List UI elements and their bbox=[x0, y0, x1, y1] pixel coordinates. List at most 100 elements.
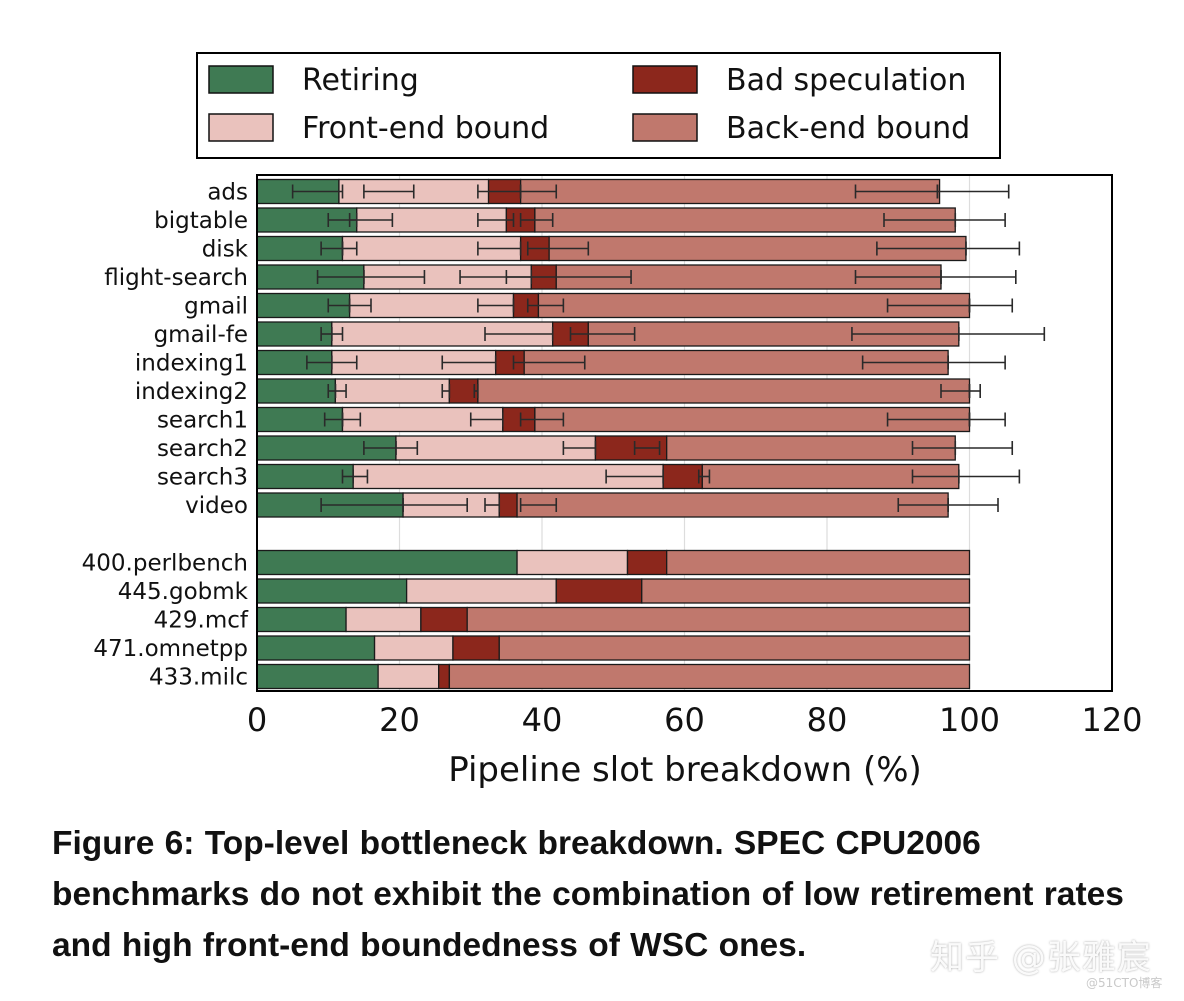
x-tick-label-80: 80 bbox=[807, 701, 848, 739]
category-label-429-mcf: 429.mcf bbox=[154, 608, 249, 634]
error-bar-search1-3 bbox=[519, 412, 565, 427]
category-label-flight-search: flight-search bbox=[104, 265, 248, 291]
error-bar-search3-5 bbox=[958, 469, 1021, 484]
category-label-400-perlbench: 400.perlbench bbox=[82, 551, 248, 577]
legend-label-bad-speculation: Bad speculation bbox=[726, 63, 966, 98]
error-bar-disk-1 bbox=[341, 241, 358, 256]
bar-400-perlbench-bad-speculation bbox=[626, 549, 668, 576]
error-bar-gmail-3 bbox=[526, 298, 565, 313]
error-bar-search3-3 bbox=[697, 469, 711, 484]
category-label-video: video bbox=[185, 493, 248, 519]
bar-429-mcf-retiring bbox=[256, 606, 347, 633]
bar-433-milc-bad-speculation bbox=[438, 663, 451, 690]
error-bar-indexing1-1 bbox=[331, 355, 358, 370]
error-bar-search2-5 bbox=[954, 441, 1014, 455]
error-bar-gmail-fe-3 bbox=[569, 327, 636, 341]
x-axis-ticks: 0 20 40 60 80 100 120 bbox=[247, 701, 1143, 739]
error-bar-search3-2 bbox=[605, 469, 664, 484]
bar-471-omnetpp-bad-speculation bbox=[452, 635, 500, 661]
error-bar-flight-search-3 bbox=[505, 270, 632, 284]
x-tick-label-100: 100 bbox=[939, 701, 1000, 739]
error-bar-video-2 bbox=[484, 498, 501, 512]
category-label-search3: search3 bbox=[157, 465, 248, 491]
error-bar-bigtable-3 bbox=[519, 213, 554, 227]
bar-search1-bad-speculation bbox=[502, 406, 536, 433]
bar-471-omnetpp-back-end-bound bbox=[498, 635, 971, 661]
bar-indexing2-back-end-bound bbox=[477, 378, 971, 404]
error-bar-disk-5 bbox=[965, 241, 1021, 256]
figure-caption: Figure 6: Top-level bottleneck breakdown… bbox=[52, 825, 1124, 964]
legend-swatch-bad-speculation bbox=[632, 65, 698, 94]
legend-swatch-retiring bbox=[208, 65, 274, 94]
error-bar-indexing1-5 bbox=[947, 355, 1006, 370]
bar-indexing2-front-end-bound bbox=[334, 378, 451, 404]
error-bar-search2-3 bbox=[633, 441, 661, 455]
error-bar-ads-5 bbox=[936, 184, 1010, 199]
error-bar-gmail-fe-2 bbox=[484, 327, 554, 341]
bar-400-perlbench-back-end-bound bbox=[666, 549, 971, 576]
error-bar-gmail-fe-5 bbox=[958, 327, 1046, 341]
category-label-bigtable: bigtable bbox=[154, 208, 248, 234]
bar-433-milc-back-end-bound bbox=[448, 663, 971, 690]
error-bar-indexing2-3 bbox=[473, 384, 479, 398]
error-bar-flight-search-1 bbox=[363, 270, 426, 284]
legend-swatch-front-end-bound bbox=[208, 113, 274, 142]
category-label-gmail-fe: gmail-fe bbox=[154, 322, 248, 348]
category-label-indexing2: indexing2 bbox=[135, 379, 248, 405]
error-bar-disk-3 bbox=[526, 241, 590, 256]
error-bar-search2-2 bbox=[562, 441, 597, 455]
category-label-gmail: gmail bbox=[184, 294, 248, 320]
error-bar-bigtable-1 bbox=[348, 213, 394, 227]
plot-frame bbox=[256, 174, 1113, 692]
category-label-445-gobmk: 445.gobmk bbox=[118, 579, 249, 605]
x-tick-label-20: 20 bbox=[379, 701, 420, 739]
error-bar-gmail-2 bbox=[477, 298, 515, 313]
bar-429-mcf-bad-speculation bbox=[420, 606, 468, 633]
legend-label-back-end-bound: Back-end bound bbox=[726, 111, 970, 146]
error-bar-indexing2-2 bbox=[441, 384, 451, 398]
category-label-search1: search1 bbox=[157, 408, 248, 434]
error-bar-gmail-5 bbox=[968, 298, 1014, 313]
error-bar-bigtable-5 bbox=[954, 213, 1006, 227]
legend: Retiring Front-end bound Bad speculation… bbox=[196, 52, 1001, 159]
category-label-471-omnetpp: 471.omnetpp bbox=[93, 636, 248, 662]
bar-471-omnetpp-retiring bbox=[256, 635, 376, 661]
category-label-ads: ads bbox=[207, 180, 248, 206]
error-bar-search3-1 bbox=[352, 469, 369, 484]
bar-400-perlbench-front-end-bound bbox=[516, 549, 629, 576]
bar-indexing2-retiring bbox=[256, 378, 337, 404]
bar-429-mcf-front-end-bound bbox=[345, 606, 422, 633]
watermark-small-text: @51CTO博客 bbox=[1086, 976, 1163, 990]
error-bar-video-5 bbox=[947, 498, 999, 512]
bar-445-gobmk-front-end-bound bbox=[405, 578, 557, 604]
error-bar-indexing1-2 bbox=[441, 355, 497, 370]
bar-433-milc-retiring bbox=[256, 663, 379, 690]
error-bar-indexing2-1 bbox=[334, 384, 347, 398]
bar-433-milc-front-end-bound bbox=[377, 663, 440, 690]
error-bar-search2-1 bbox=[395, 441, 419, 455]
error-bar-bigtable-2 bbox=[477, 213, 515, 227]
error-bar-video-1 bbox=[402, 498, 468, 512]
x-tick-label-0: 0 bbox=[247, 701, 267, 739]
category-label-search2: search2 bbox=[157, 436, 248, 462]
legend-label-retiring: Retiring bbox=[302, 63, 419, 98]
bar-400-perlbench-retiring bbox=[256, 549, 518, 576]
error-bar-search1-1 bbox=[341, 412, 362, 427]
bars bbox=[256, 178, 971, 690]
error-bar-disk-2 bbox=[477, 241, 522, 256]
error-bar-ads-1 bbox=[363, 184, 415, 199]
error-bar-search1-5 bbox=[968, 412, 1006, 427]
legend-swatch-back-end-bound bbox=[632, 113, 698, 142]
bar-video-bad-speculation bbox=[498, 492, 518, 518]
bar-445-gobmk-retiring bbox=[256, 578, 408, 604]
legend-frame bbox=[196, 52, 1001, 159]
x-tick-label-120: 120 bbox=[1081, 701, 1142, 739]
error-bar-gmail-1 bbox=[348, 298, 372, 313]
category-label-indexing1: indexing1 bbox=[135, 351, 248, 377]
legend-label-front-end-bound: Front-end bound bbox=[302, 111, 549, 146]
bar-471-omnetpp-front-end-bound bbox=[373, 635, 454, 661]
watermark-text: 知乎 @张雅宸 bbox=[930, 938, 1152, 978]
x-tick-label-60: 60 bbox=[664, 701, 705, 739]
bar-search3-bad-speculation bbox=[662, 463, 703, 490]
error-bar-flight-search-5 bbox=[940, 270, 1017, 284]
